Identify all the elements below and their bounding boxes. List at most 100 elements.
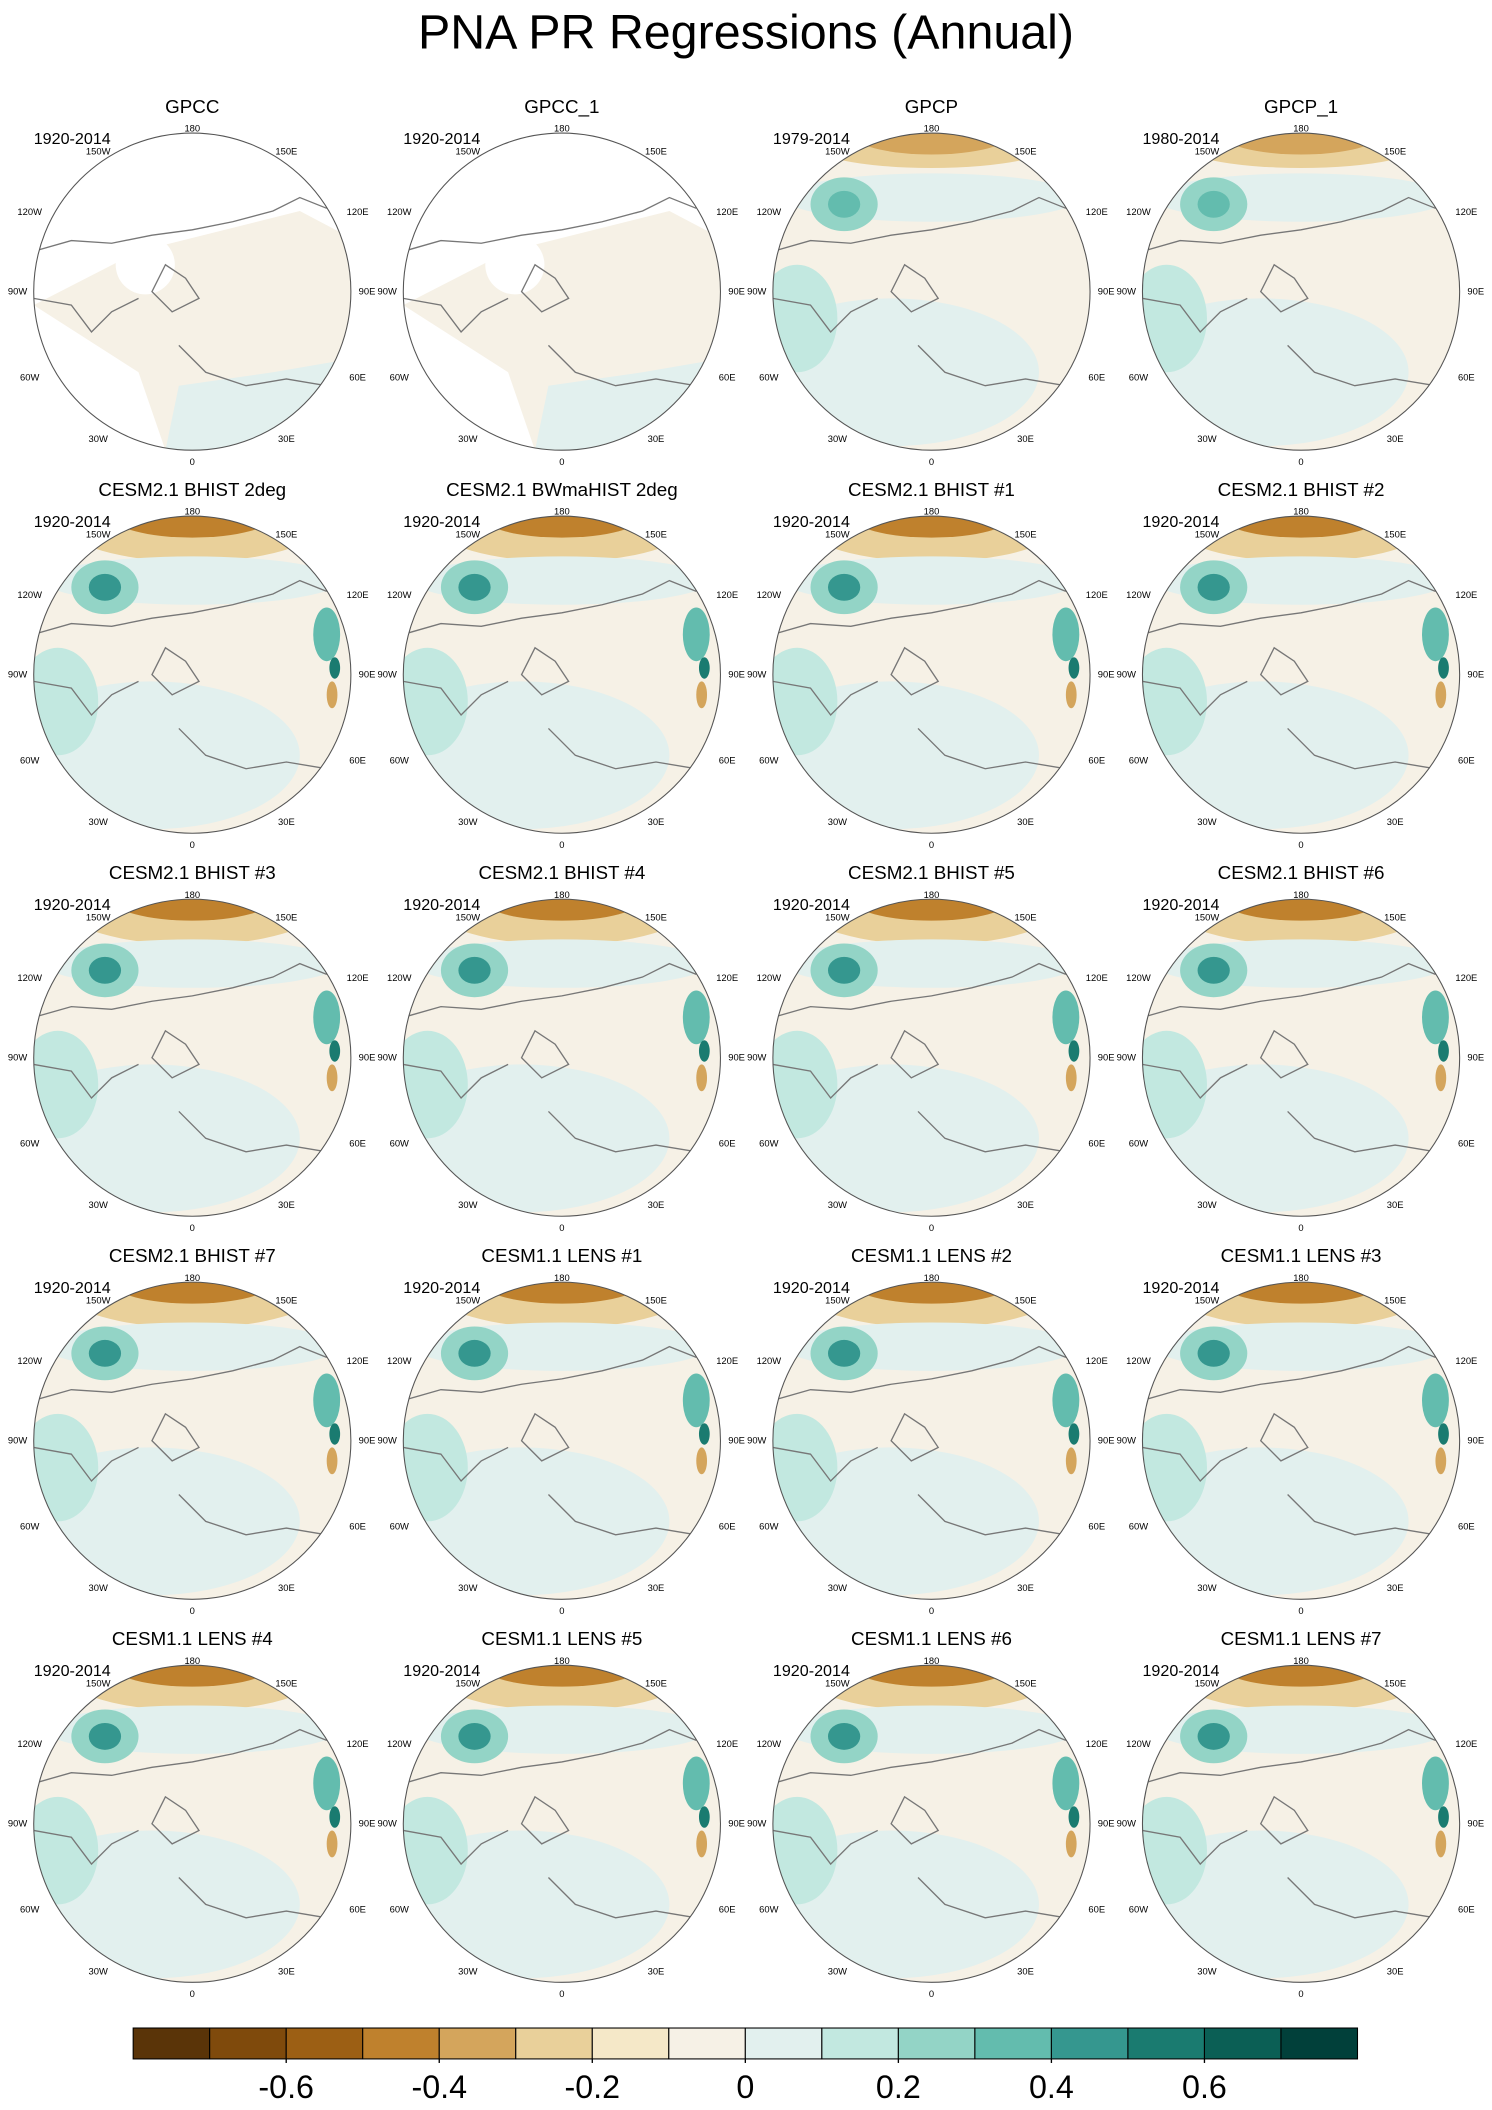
shade-region bbox=[313, 607, 341, 662]
coastline bbox=[772, 1446, 879, 1483]
shade-region bbox=[1065, 681, 1077, 709]
lon-label: 60W bbox=[1129, 1520, 1148, 1531]
lon-label: 150E bbox=[1384, 912, 1406, 923]
lon-label: 150E bbox=[275, 912, 297, 923]
lon-label: 150W bbox=[1195, 1678, 1220, 1689]
figure-title: PNA PR Regressions (Annual) bbox=[418, 5, 1074, 59]
lon-label: 120W bbox=[17, 972, 42, 983]
lon-label: 120W bbox=[757, 589, 782, 600]
lon-label: 150W bbox=[86, 529, 111, 540]
shade-region bbox=[1068, 1423, 1080, 1445]
lon-label: 60E bbox=[1458, 1520, 1475, 1531]
coastline bbox=[772, 297, 879, 333]
lon-label: 150W bbox=[825, 912, 850, 923]
shade-region bbox=[1068, 1806, 1080, 1828]
coastline bbox=[1142, 297, 1248, 333]
coastline bbox=[403, 680, 509, 717]
colorbar-box bbox=[1050, 2027, 1129, 2060]
shade-region bbox=[458, 956, 491, 984]
colorbar-box bbox=[974, 2027, 1052, 2060]
shade-region bbox=[1422, 1756, 1449, 1811]
shade-region bbox=[1068, 657, 1080, 679]
lon-label: 150W bbox=[86, 912, 111, 923]
shade-region bbox=[33, 1796, 99, 1905]
colorbar-box bbox=[591, 2027, 670, 2060]
coastline bbox=[1259, 1029, 1309, 1079]
lon-label: 150E bbox=[1384, 529, 1406, 540]
coastline bbox=[178, 727, 327, 770]
lon-label: 150W bbox=[1195, 529, 1220, 540]
coastline bbox=[547, 1493, 697, 1536]
colorbar-box bbox=[362, 2027, 440, 2060]
colorbar-box bbox=[821, 2027, 899, 2060]
lon-label: 90W bbox=[8, 1434, 27, 1445]
lon-label: 60E bbox=[1458, 1903, 1475, 1914]
shade-region bbox=[772, 1413, 838, 1522]
shade-region bbox=[1422, 990, 1449, 1045]
panel-title: CESM1.1 LENS #6 bbox=[851, 1628, 1012, 1649]
lon-label: 150W bbox=[456, 146, 481, 157]
lon-label: 150E bbox=[645, 912, 667, 923]
coastline bbox=[178, 1493, 327, 1536]
coastline bbox=[151, 1795, 200, 1845]
lon-label: 120E bbox=[1086, 1355, 1108, 1366]
shade-region bbox=[850, 1665, 1013, 1687]
map-field bbox=[772, 1282, 1091, 1600]
panel-period: 1920-2014 bbox=[403, 513, 480, 531]
lon-label: 120E bbox=[347, 1738, 369, 1749]
lon-label: 90W bbox=[378, 1817, 397, 1828]
lon-label: 0 bbox=[190, 1605, 195, 1616]
shade-region bbox=[326, 681, 338, 709]
coastline bbox=[917, 1493, 1066, 1536]
map-panel: CESM2.1 BHIST 2deg 1920-2014 180 150W 150E 12… bbox=[8, 479, 375, 850]
lon-label: 30W bbox=[89, 1965, 108, 1976]
shade-region bbox=[1220, 1665, 1382, 1687]
shade-region bbox=[1197, 190, 1230, 218]
lon-label: 30W bbox=[89, 816, 108, 827]
map-panel: GPCC 1920-2014 180 150W 150E 120W 120E 90W 90E 60… bbox=[8, 96, 375, 467]
lon-label: 60E bbox=[349, 1520, 366, 1531]
lon-label: 150W bbox=[1195, 1295, 1220, 1306]
map-panel: GPCC_1 1920-2014 180 150W 150E 120W 120E 90W 90E… bbox=[378, 96, 745, 467]
lon-label: 150E bbox=[645, 1295, 667, 1306]
lon-label: 120E bbox=[1455, 1738, 1477, 1749]
lon-label: 90E bbox=[1098, 1051, 1115, 1062]
panel-period: 1920-2014 bbox=[403, 1662, 480, 1680]
lon-label: 120W bbox=[387, 589, 412, 600]
lon-label: 90W bbox=[1117, 285, 1136, 296]
lon-label: 120W bbox=[1126, 206, 1151, 217]
lon-label: 60W bbox=[759, 371, 778, 382]
shade-region bbox=[827, 573, 861, 601]
lon-label: 180 bbox=[924, 889, 940, 900]
lon-label: 90E bbox=[728, 1817, 745, 1828]
lon-label: 0 bbox=[559, 456, 564, 467]
lon-label: 30E bbox=[1017, 1965, 1034, 1976]
lon-label: 120W bbox=[387, 1355, 412, 1366]
lon-label: 90W bbox=[747, 1434, 766, 1445]
lon-label: 180 bbox=[184, 1272, 200, 1283]
panel-period: 1920-2014 bbox=[403, 1279, 480, 1297]
panel-title: GPCP bbox=[905, 96, 958, 117]
panel-title: CESM1.1 LENS #7 bbox=[1221, 1628, 1382, 1649]
shade-region bbox=[1068, 1040, 1080, 1062]
shade-region bbox=[329, 1806, 341, 1828]
map-panel: GPCP 1979-2014 180 150W 150E 120W 120E 90W 90E 60… bbox=[747, 96, 1114, 467]
coastline bbox=[33, 579, 327, 635]
lon-label: 60E bbox=[719, 1903, 736, 1914]
lon-label: 0 bbox=[190, 839, 195, 850]
shade-region bbox=[111, 516, 273, 538]
coastline bbox=[403, 579, 697, 635]
panel-period: 1920-2014 bbox=[773, 513, 850, 531]
map-border bbox=[1141, 898, 1461, 1217]
lon-label: 120W bbox=[1126, 589, 1151, 600]
map-field bbox=[403, 516, 721, 834]
lon-label: 30E bbox=[1017, 816, 1034, 827]
shade-region bbox=[827, 956, 861, 984]
lon-label: 30E bbox=[1387, 1582, 1404, 1593]
lon-label: 90E bbox=[1467, 1434, 1484, 1445]
colorbar-box bbox=[1127, 2027, 1205, 2060]
shade-region bbox=[326, 1830, 338, 1858]
